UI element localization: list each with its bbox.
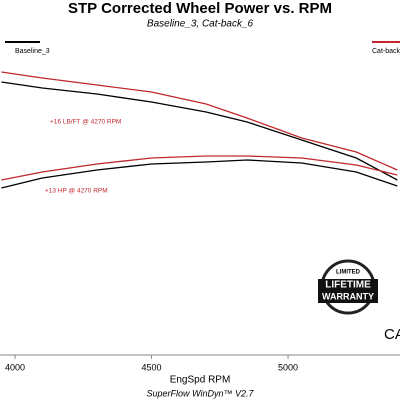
annotation: CA	[384, 326, 400, 343]
badge-text: LIMITED	[336, 270, 361, 276]
chart-title: STP Corrected Wheel Power vs. RPM	[68, 0, 332, 17]
x-tick-label: 4000	[5, 362, 25, 372]
x-tick-label: 4500	[142, 362, 162, 372]
series-line	[1, 155, 398, 181]
chart-subtitle: Baseline_3, Cat-back_6	[147, 19, 254, 30]
annotation: +16 LB/FT @ 4270 RPM	[50, 119, 121, 126]
series-line	[1, 71, 398, 171]
x-tick-label: 5000	[278, 362, 298, 372]
badge: LIMITED LIFETIME WARRANTY	[318, 259, 378, 315]
badge-band	[318, 279, 378, 303]
badge-text: LIFETIME	[325, 280, 371, 291]
footer: SuperFlow WinDyn™ V2.7	[147, 388, 255, 398]
series-line	[1, 81, 398, 181]
legend-label: Cat-back_6	[372, 48, 400, 55]
x-axis-label: EngSpd RPM	[170, 375, 231, 386]
annotation: +13 HP @ 4270 RPM	[45, 188, 108, 195]
badge-text: WARRANTY	[322, 291, 374, 301]
series-line	[1, 159, 398, 189]
legend-label: Baseline_3	[15, 48, 50, 55]
